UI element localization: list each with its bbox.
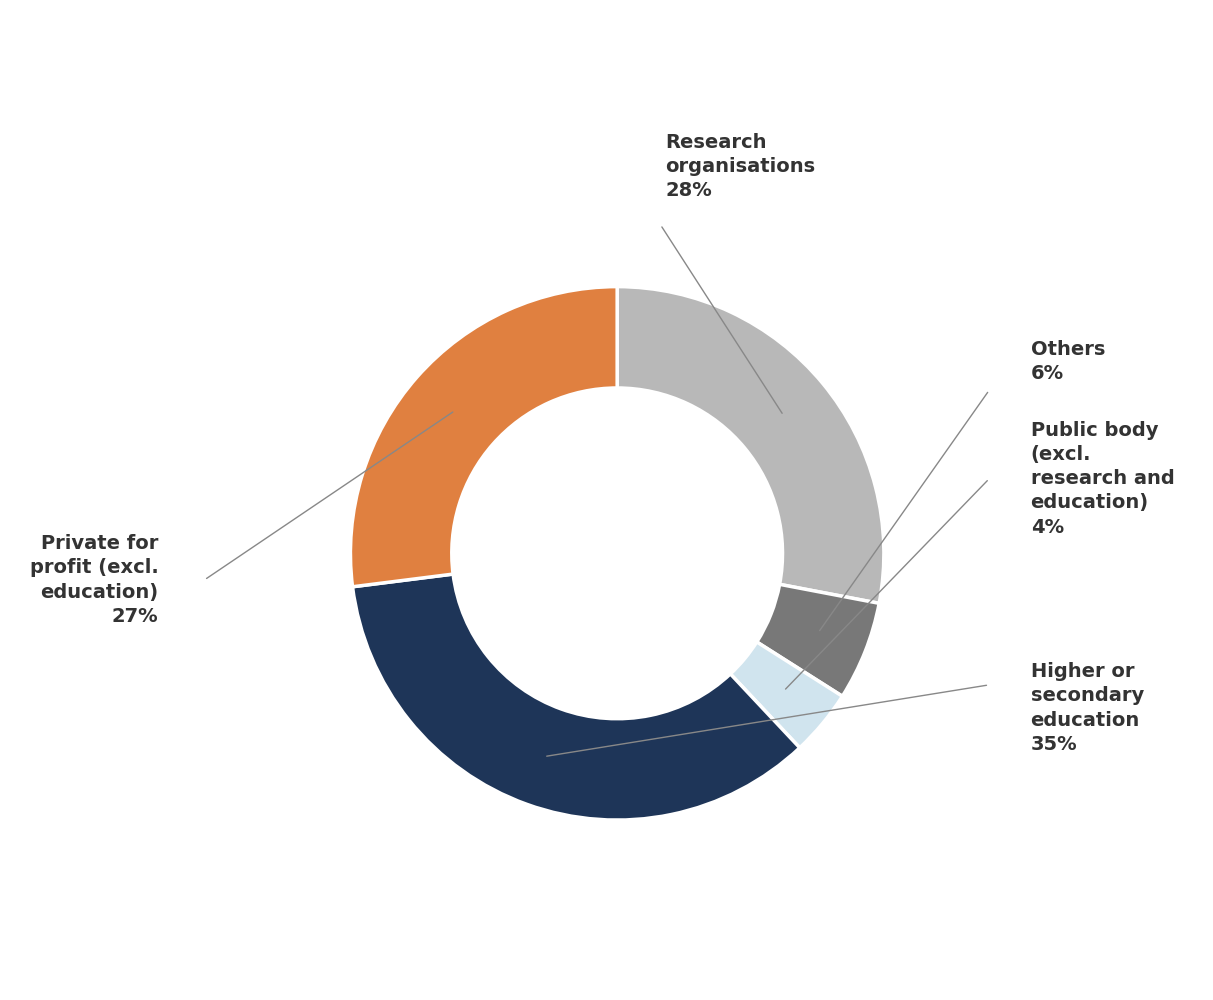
Text: Others
6%: Others 6% (1031, 340, 1105, 383)
Wedge shape (351, 287, 617, 587)
Text: Research
organisations
28%: Research organisations 28% (665, 133, 815, 200)
Text: Private for
profit (excl.
education)
27%: Private for profit (excl. education) 27% (29, 534, 159, 626)
Wedge shape (757, 584, 879, 696)
Wedge shape (730, 642, 842, 748)
Wedge shape (617, 287, 884, 603)
Text: Higher or
secondary
education
35%: Higher or secondary education 35% (1031, 662, 1144, 754)
Text: Public body
(excl.
research and
education)
4%: Public body (excl. research and educatio… (1031, 421, 1174, 537)
Wedge shape (353, 574, 799, 820)
